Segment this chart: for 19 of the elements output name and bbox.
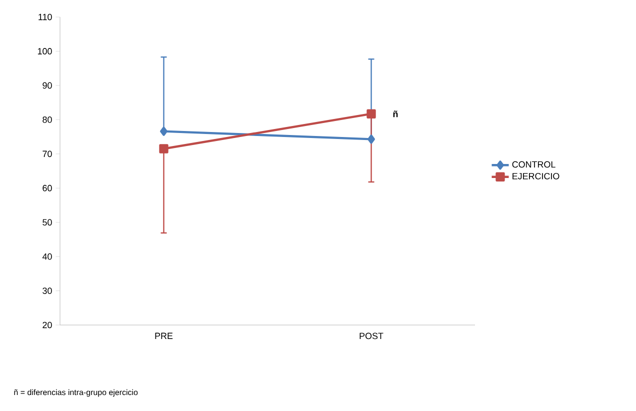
legend-label: CONTROL: [512, 161, 556, 168]
y-tick-label: 20: [42, 322, 52, 328]
y-tick-label: 100: [38, 48, 52, 54]
annotation: ñ: [393, 110, 398, 118]
point: [368, 134, 375, 144]
point: [366, 109, 376, 118]
y-tick-label: 30: [42, 288, 52, 294]
point: [159, 144, 168, 154]
point: [160, 126, 168, 136]
y-tick-label: 110: [38, 14, 52, 20]
y-tick-label: 50: [42, 219, 52, 226]
y-tick-label: 70: [42, 150, 52, 158]
legend-label: EJERCICIO: [512, 172, 560, 180]
x-tick-label: POST: [360, 332, 384, 340]
x-tick-label: PRE: [155, 332, 173, 339]
y-tick-label: 60: [42, 184, 52, 192]
y-tick-label: 90: [42, 82, 52, 89]
y-tick-label: 40: [42, 253, 52, 260]
y-tick-label: 80: [42, 116, 52, 123]
